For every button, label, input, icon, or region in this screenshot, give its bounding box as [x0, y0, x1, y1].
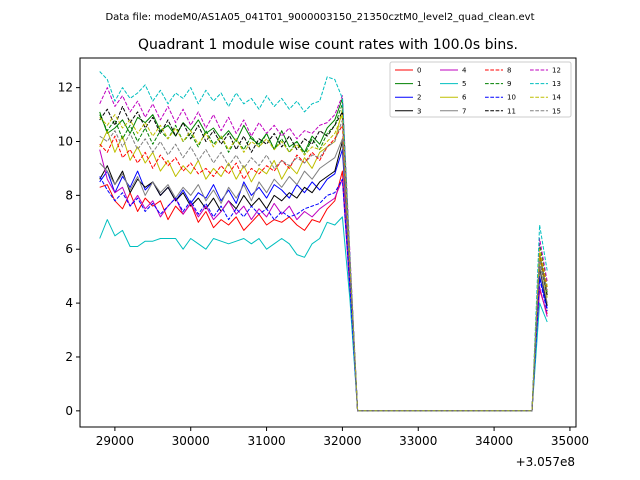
legend-label-5: 5	[462, 80, 466, 88]
legend-label-2: 2	[417, 94, 421, 102]
x-tick-label: 31000	[247, 434, 285, 448]
plot-area	[99, 71, 548, 412]
legend-label-10: 10	[507, 94, 516, 102]
legend-label-7: 7	[462, 107, 466, 115]
legend-label-13: 13	[552, 80, 561, 88]
series-line-5	[99, 216, 548, 412]
x-tick-label: 34000	[475, 434, 513, 448]
legend-label-14: 14	[552, 94, 561, 102]
x-tick-label: 33000	[399, 434, 437, 448]
legend-label-4: 4	[462, 67, 467, 75]
series-line-15	[99, 119, 548, 412]
chart-title: Quadrant 1 module wise count rates with …	[138, 37, 518, 53]
legend-frame	[389, 61, 572, 118]
legend-label-9: 9	[507, 80, 511, 88]
x-tick-label: 30000	[172, 434, 210, 448]
series-line-14	[99, 114, 548, 412]
x-tick-label: 32000	[323, 434, 361, 448]
y-axis: 0 2 4 6 8 10 12	[58, 81, 80, 418]
legend-label-8: 8	[507, 67, 511, 75]
y-tick-label: 4	[65, 296, 73, 310]
y-tick-label: 0	[65, 404, 73, 418]
x-tick-label: 29000	[96, 434, 134, 448]
legend-label-1: 1	[417, 80, 421, 88]
series-line-8	[99, 124, 548, 412]
legend-label-15: 15	[552, 107, 561, 115]
chart-suptitle: Data file: modeM0/AS1A05_041T01_90000031…	[105, 12, 534, 23]
y-tick-label: 12	[58, 81, 73, 95]
series-line-10	[99, 176, 548, 412]
x-offset-label: +3.057e8	[516, 455, 575, 469]
y-tick-label: 6	[65, 242, 73, 256]
legend-label-0: 0	[417, 67, 421, 75]
legend-label-11: 11	[507, 107, 516, 115]
axes-frame	[79, 57, 577, 428]
legend-label-6: 6	[462, 94, 467, 102]
legend-label-12: 12	[552, 67, 561, 75]
y-tick-label: 2	[65, 350, 73, 364]
x-axis: 29000 30000 31000 32000 33000 34000 35000	[96, 427, 589, 448]
y-tick-label: 8	[65, 188, 73, 202]
legend-label-3: 3	[417, 107, 421, 115]
y-tick-label: 10	[58, 134, 73, 148]
series-line-3	[99, 141, 548, 412]
x-tick-label: 35000	[551, 434, 589, 448]
